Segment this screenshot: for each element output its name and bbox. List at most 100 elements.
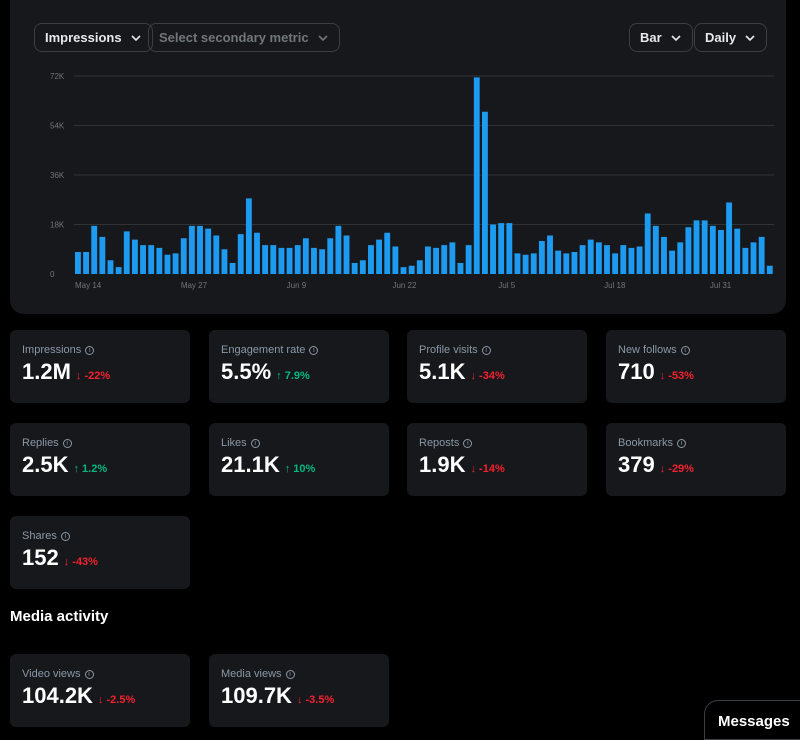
chart-bar[interactable] xyxy=(229,263,236,274)
secondary-metric-dropdown[interactable]: Select secondary metric xyxy=(148,23,340,52)
chart-bar[interactable] xyxy=(286,247,293,274)
metric-card[interactable]: Shares i 152 ↓ -43% xyxy=(10,516,190,589)
chart-bar[interactable] xyxy=(221,249,228,274)
chart-bar[interactable] xyxy=(131,239,138,274)
chart-bar[interactable] xyxy=(91,225,98,274)
chart-bar[interactable] xyxy=(392,246,399,275)
chart-bar[interactable] xyxy=(595,242,602,274)
chart-bar[interactable] xyxy=(742,247,749,274)
chart-bar[interactable] xyxy=(327,238,334,274)
chart-bar[interactable] xyxy=(278,247,285,274)
chart-bar[interactable] xyxy=(205,228,212,274)
chart-bar[interactable] xyxy=(172,253,179,274)
chart-bar[interactable] xyxy=(726,202,733,275)
chart-bar[interactable] xyxy=(652,225,659,274)
chart-bar[interactable] xyxy=(115,267,122,274)
info-icon[interactable]: i xyxy=(285,669,295,679)
metric-card[interactable]: Bookmarks i 379 ↓ -29% xyxy=(606,423,786,496)
info-icon[interactable]: i xyxy=(60,531,70,541)
chart-bar[interactable] xyxy=(441,245,448,274)
chart-bar[interactable] xyxy=(677,242,684,274)
chart-bar[interactable] xyxy=(750,242,757,274)
chart-bar[interactable] xyxy=(587,239,594,274)
chart-bar[interactable] xyxy=(669,250,676,274)
chart-bar[interactable] xyxy=(351,263,358,274)
info-icon[interactable]: i xyxy=(677,438,687,448)
primary-metric-dropdown[interactable]: Impressions xyxy=(34,23,153,52)
chart-bar[interactable] xyxy=(693,220,700,274)
chart-bar[interactable] xyxy=(498,223,505,274)
chart-bar[interactable] xyxy=(400,267,407,274)
info-icon[interactable]: i xyxy=(481,345,491,355)
chart-bar[interactable] xyxy=(384,232,391,274)
chart-bar[interactable] xyxy=(563,253,570,274)
chart-bar[interactable] xyxy=(449,242,456,274)
chart-bar[interactable] xyxy=(148,245,155,274)
chart-bar[interactable] xyxy=(457,263,464,274)
chart-bar[interactable] xyxy=(709,225,716,274)
info-icon[interactable]: i xyxy=(680,345,690,355)
chart-bar[interactable] xyxy=(343,235,350,275)
chart-bar[interactable] xyxy=(506,223,513,274)
chart-bar[interactable] xyxy=(319,249,326,274)
metric-card[interactable]: Impressions i 1.2M ↓ -22% xyxy=(10,330,190,403)
chart-bar[interactable] xyxy=(433,247,439,274)
chart-bar[interactable] xyxy=(302,238,309,274)
chart-bar[interactable] xyxy=(612,253,619,274)
chart-bar[interactable] xyxy=(75,252,81,274)
chart-bar[interactable] xyxy=(555,250,562,274)
chart-bar[interactable] xyxy=(547,235,553,275)
metric-card[interactable]: Profile visits i 5.1K ↓ -34% xyxy=(407,330,587,403)
chart-type-dropdown[interactable]: Bar xyxy=(629,23,693,52)
metric-card[interactable]: Video views i 104.2K ↓ -2.5% xyxy=(10,654,190,727)
chart-bar[interactable] xyxy=(294,245,301,274)
chart-bar[interactable] xyxy=(123,231,130,274)
chart-bar[interactable] xyxy=(99,236,106,274)
chart-bar[interactable] xyxy=(425,246,431,275)
info-icon[interactable]: i xyxy=(309,345,319,355)
chart-bar[interactable] xyxy=(538,241,545,274)
chart-bar[interactable] xyxy=(490,224,496,275)
chart-bar[interactable] xyxy=(522,254,529,274)
chart-bar[interactable] xyxy=(311,247,317,274)
info-icon[interactable]: i xyxy=(62,438,72,448)
chart-bar[interactable] xyxy=(376,239,383,274)
info-icon[interactable]: i xyxy=(250,438,260,448)
chart-bar[interactable] xyxy=(661,236,667,274)
chart-bar[interactable] xyxy=(766,265,773,274)
chart-bar[interactable] xyxy=(213,235,220,275)
chart-bar[interactable] xyxy=(359,260,366,274)
metric-card[interactable]: Engagement rate i 5.5% ↑ 7.9% xyxy=(209,330,389,403)
chart-bar[interactable] xyxy=(156,247,163,274)
chart-bar[interactable] xyxy=(701,220,708,274)
chart-bar[interactable] xyxy=(758,236,765,274)
chart-bar[interactable] xyxy=(254,232,260,274)
chart-bar[interactable] xyxy=(237,234,244,274)
chart-bar[interactable] xyxy=(530,253,537,274)
metric-card[interactable]: Replies i 2.5K ↑ 1.2% xyxy=(10,423,190,496)
info-icon[interactable]: i xyxy=(463,438,473,448)
chart-bar[interactable] xyxy=(604,245,610,274)
chart-bar[interactable] xyxy=(579,245,586,274)
metric-card[interactable]: Reposts i 1.9K ↓ -14% xyxy=(407,423,587,496)
messages-drawer-button[interactable]: Messages xyxy=(704,700,800,740)
info-icon[interactable]: i xyxy=(85,345,95,355)
chart-bar[interactable] xyxy=(628,247,635,274)
chart-bar[interactable] xyxy=(164,254,171,274)
chart-bar[interactable] xyxy=(83,252,89,274)
chart-bar[interactable] xyxy=(197,225,203,274)
chart-bar[interactable] xyxy=(465,245,472,274)
metric-card[interactable]: Likes i 21.1K ↑ 10% xyxy=(209,423,389,496)
chart-bar[interactable] xyxy=(335,225,342,274)
chart-bar[interactable] xyxy=(685,227,692,274)
chart-bar[interactable] xyxy=(262,245,269,274)
chart-bar[interactable] xyxy=(620,245,627,274)
chart-bar[interactable] xyxy=(718,230,724,274)
chart-bar[interactable] xyxy=(368,245,374,274)
info-icon[interactable]: i xyxy=(84,669,94,679)
metric-card[interactable]: New follows i 710 ↓ -53% xyxy=(606,330,786,403)
chart-bar[interactable] xyxy=(416,260,423,274)
chart-bar[interactable] xyxy=(188,225,195,274)
chart-bar[interactable] xyxy=(180,238,187,274)
metric-card[interactable]: Media views i 109.7K ↓ -3.5% xyxy=(209,654,389,727)
